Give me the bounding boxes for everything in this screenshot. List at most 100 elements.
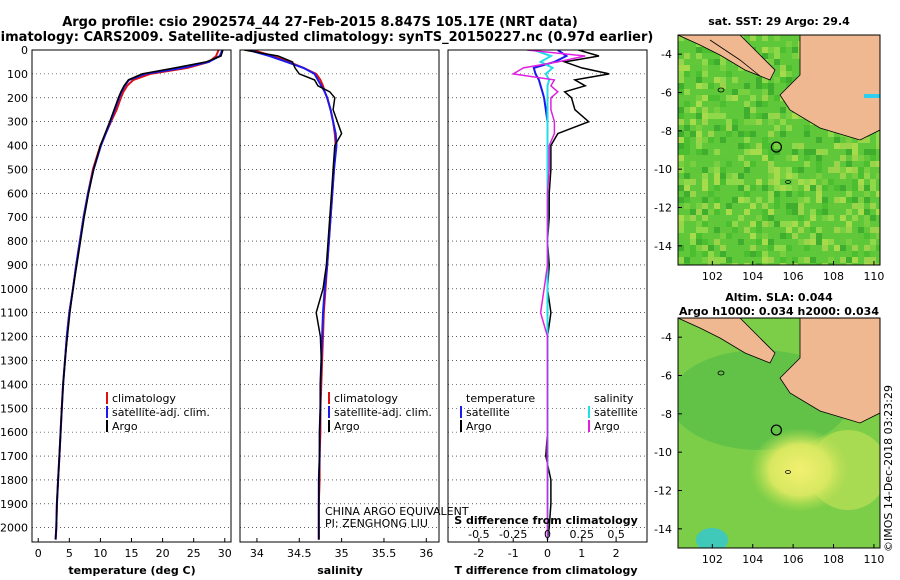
sst-pixel <box>756 83 762 89</box>
sst-pixel <box>762 35 768 41</box>
sst-pixel <box>702 179 708 185</box>
sst-pixel <box>762 77 768 83</box>
x-tick-label: 30 <box>218 547 232 560</box>
sst-pixel <box>852 149 858 155</box>
sst-pixel <box>702 83 708 89</box>
sst-pixel <box>804 227 810 233</box>
sst-pixel <box>678 65 684 71</box>
sst-pixel <box>714 83 720 89</box>
sst-pixel <box>822 215 828 221</box>
sst-pixel <box>732 77 738 83</box>
sst-pixel <box>714 113 720 119</box>
sst-pixel <box>780 263 786 265</box>
sst-pixel <box>822 245 828 251</box>
sst-pixel <box>732 221 738 227</box>
credit-text: ©IMOS 14-Dec-2018 03:23:29 <box>882 385 895 552</box>
sst-pixel <box>678 131 684 137</box>
salinity-climatology-line <box>252 50 337 540</box>
sst-pixel <box>864 155 870 161</box>
sst-pixel <box>732 227 738 233</box>
sst-pixel <box>774 35 780 41</box>
sst-pixel <box>696 131 702 137</box>
annotation-program: CHINA ARGO EQUIVALENT <box>325 505 469 518</box>
difference-legend: temperature salinity satellite Argo sate… <box>460 392 638 433</box>
sst-pixel <box>804 197 810 203</box>
sst-pixel <box>822 227 828 233</box>
depth-tick-label: 1600 <box>0 426 28 439</box>
sst-pixel <box>720 239 726 245</box>
sst-pixel <box>852 173 858 179</box>
sst-pixel <box>762 221 768 227</box>
sst-pixel <box>702 221 708 227</box>
sst-pixel <box>768 83 774 89</box>
sst-pixel <box>786 215 792 221</box>
sst-pixel <box>816 191 822 197</box>
sst-pixel <box>774 143 780 149</box>
sst-pixel <box>798 257 804 263</box>
depth-tick-label: 100 <box>7 68 28 81</box>
sst-pixel <box>714 167 720 173</box>
sst-pixel <box>738 221 744 227</box>
salinity-diff-ticks: -0.5 -0.25 0 0.25 0.5 <box>468 528 625 541</box>
lon-tick-label: 110 <box>863 270 884 283</box>
sst-pixel <box>846 221 852 227</box>
sst-pixel <box>696 149 702 155</box>
depth-axis: 0 100 200 300 400 500 600 700 800 900 1000 1100 1200… <box>0 44 28 535</box>
sst-pixel <box>876 245 880 251</box>
sst-pixel <box>720 233 726 239</box>
sst-pixel <box>792 185 798 191</box>
sst-pixel <box>750 251 756 257</box>
sst-pixel <box>768 197 774 203</box>
sst-pixel <box>774 227 780 233</box>
sst-pixel <box>702 149 708 155</box>
sst-pixel <box>774 245 780 251</box>
sst-pixel <box>684 161 690 167</box>
sst-pixel <box>840 245 846 251</box>
sst-pixel <box>816 179 822 185</box>
sst-pixel <box>810 173 816 179</box>
salinity-legend-satellite-label: satellite-adj. clim. <box>334 406 432 419</box>
sst-pixel <box>708 221 714 227</box>
sst-map-title: sat. SST: 29 Argo: 29.4 <box>708 15 850 28</box>
sst-pixel <box>792 143 798 149</box>
sst-pixel <box>738 227 744 233</box>
depth-tick-label: 1200 <box>0 331 28 344</box>
sst-pixel <box>720 245 726 251</box>
sst-pixel <box>684 143 690 149</box>
sst-pixel <box>708 245 714 251</box>
sst-pixel <box>714 95 720 101</box>
sst-pixel <box>684 179 690 185</box>
sst-pixel <box>708 95 714 101</box>
sst-pixel <box>852 143 858 149</box>
sst-pixel <box>780 221 786 227</box>
sst-pixel <box>720 173 726 179</box>
lat-tick-label: -10 <box>654 163 672 176</box>
sst-pixel <box>786 209 792 215</box>
depth-tick-label: 2000 <box>0 522 28 535</box>
sst-pixel <box>876 209 880 215</box>
sst-pixel <box>876 131 880 137</box>
sst-pixel <box>708 83 714 89</box>
sst-pixel <box>786 167 792 173</box>
sst-pixel <box>702 191 708 197</box>
difference-top-xlabel: S difference from climatology <box>454 514 638 527</box>
sst-pixel <box>702 257 708 263</box>
sst-pixel <box>762 143 768 149</box>
sst-pixel <box>744 227 750 233</box>
sst-pixel <box>696 95 702 101</box>
sst-pixel <box>792 149 798 155</box>
sst-pixel <box>834 185 840 191</box>
legend-temperature-title: temperature <box>466 392 535 405</box>
sst-pixel <box>708 227 714 233</box>
sst-pixel <box>726 95 732 101</box>
sst-pixel <box>846 239 852 245</box>
lon-tick-label: 108 <box>823 553 844 566</box>
sst-pixel <box>744 119 750 125</box>
sst-pixel <box>690 95 696 101</box>
sst-pixel <box>762 89 768 95</box>
sst-pixel <box>696 239 702 245</box>
sst-pixel <box>726 119 732 125</box>
sst-pixel <box>690 239 696 245</box>
sst-pixel <box>720 59 726 65</box>
sst-pixel <box>714 77 720 83</box>
